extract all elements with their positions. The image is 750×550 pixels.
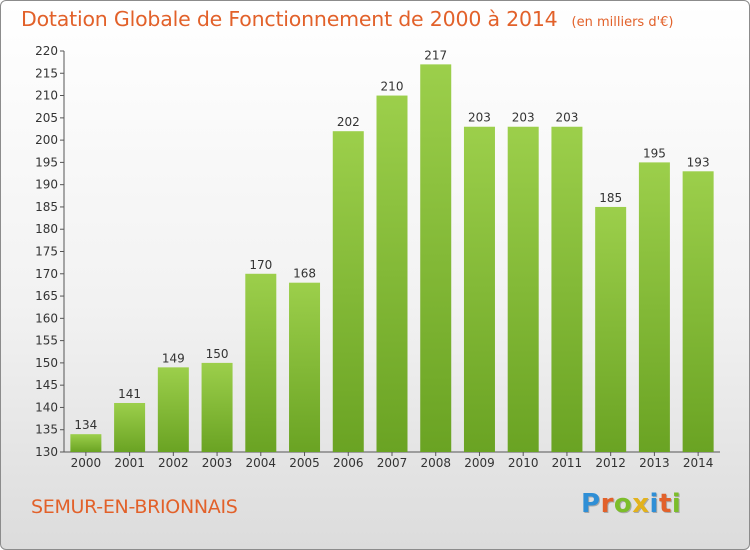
x-tick-label: 2008 bbox=[420, 456, 451, 470]
bar-value-label: 217 bbox=[424, 48, 447, 62]
y-tick-label: 220 bbox=[35, 44, 58, 58]
y-tick-label: 155 bbox=[35, 334, 58, 348]
bar bbox=[638, 162, 670, 452]
bar-value-label: 203 bbox=[555, 111, 578, 125]
x-tick-label: 2011 bbox=[552, 456, 583, 470]
y-tick-label: 175 bbox=[35, 245, 58, 259]
commune-name: SEMUR-EN-BRIONNAIS bbox=[31, 496, 238, 518]
proxiti-logo[interactable]: Proxiti bbox=[581, 489, 681, 519]
x-tick-label: 2001 bbox=[114, 456, 145, 470]
bar-value-label: 170 bbox=[249, 258, 272, 272]
y-tick-label: 180 bbox=[35, 222, 58, 236]
bar bbox=[289, 282, 321, 452]
bar bbox=[595, 206, 627, 452]
bar-value-label: 202 bbox=[337, 115, 360, 129]
bar-value-label: 195 bbox=[643, 146, 666, 160]
y-tick-label: 165 bbox=[35, 289, 58, 303]
y-tick-label: 170 bbox=[35, 267, 58, 281]
x-tick-label: 2005 bbox=[289, 456, 320, 470]
bar bbox=[682, 171, 714, 453]
chart-data-labels: 134 141 149 150 170 168 202 210 217 203 203 203 185 1… bbox=[74, 48, 709, 432]
x-tick-label: 2009 bbox=[464, 456, 495, 470]
y-tick-label: 205 bbox=[35, 111, 58, 125]
bar-value-label: 185 bbox=[599, 191, 622, 205]
x-tick-label: 2003 bbox=[202, 456, 233, 470]
y-tick-label: 140 bbox=[35, 400, 58, 414]
bar bbox=[114, 402, 146, 452]
logo-letter: o bbox=[613, 489, 633, 519]
y-tick-label: 135 bbox=[35, 423, 58, 437]
bar bbox=[201, 362, 233, 452]
x-tick-label: 2002 bbox=[158, 456, 189, 470]
bar-value-label: 193 bbox=[687, 155, 710, 169]
chart-bars bbox=[70, 64, 714, 453]
bar-value-label: 210 bbox=[381, 80, 404, 94]
bar bbox=[245, 273, 277, 452]
y-axis-tick-labels: 130 135 140 145 150 155 160 165 170 175 180 185 190 1… bbox=[35, 44, 58, 459]
logo-letter: P bbox=[581, 489, 601, 519]
bar bbox=[376, 95, 408, 453]
bar bbox=[70, 434, 102, 452]
x-tick-label: 2012 bbox=[595, 456, 626, 470]
bar-value-label: 203 bbox=[512, 111, 535, 125]
x-tick-label: 2004 bbox=[246, 456, 277, 470]
y-tick-label: 160 bbox=[35, 311, 58, 325]
y-tick-label: 200 bbox=[35, 133, 58, 147]
chart-title: Dotation Globale de Fonctionnement de 20… bbox=[21, 7, 674, 31]
y-tick-label: 215 bbox=[35, 66, 58, 80]
logo-letter: t bbox=[658, 489, 672, 519]
y-tick-label: 185 bbox=[35, 200, 58, 214]
x-tick-label: 2010 bbox=[508, 456, 539, 470]
x-tick-label: 2007 bbox=[377, 456, 408, 470]
bar-value-label: 141 bbox=[118, 387, 141, 401]
bar-value-label: 149 bbox=[162, 351, 185, 365]
logo-letter: i bbox=[671, 489, 682, 519]
y-tick-label: 150 bbox=[35, 356, 58, 370]
bar-value-label: 150 bbox=[206, 347, 229, 361]
logo-letter: i bbox=[649, 489, 659, 519]
y-tick-label: 145 bbox=[35, 378, 58, 392]
bar bbox=[420, 64, 452, 452]
bar bbox=[463, 126, 495, 452]
y-tick-label: 195 bbox=[35, 155, 58, 169]
x-axis-tick-labels: 2000 2001 2002 2003 2004 2005 2006 2007 2008 2009… bbox=[71, 456, 714, 470]
bar-value-label: 134 bbox=[74, 418, 97, 432]
bar-value-label: 168 bbox=[293, 267, 316, 281]
bar-value-label: 203 bbox=[468, 111, 491, 125]
logo-letter: r bbox=[600, 489, 614, 519]
chart-title-unit: (en milliers d'€) bbox=[571, 15, 674, 30]
y-tick-label: 190 bbox=[35, 178, 58, 192]
x-tick-label: 2014 bbox=[683, 456, 714, 470]
bar bbox=[507, 126, 539, 452]
y-tick-label: 130 bbox=[35, 445, 58, 459]
bar bbox=[157, 367, 189, 452]
bar bbox=[332, 131, 364, 452]
x-tick-label: 2006 bbox=[333, 456, 364, 470]
chart-title-main: Dotation Globale de Fonctionnement de 20… bbox=[21, 7, 558, 31]
bar bbox=[551, 126, 583, 452]
y-tick-label: 210 bbox=[35, 89, 58, 103]
x-tick-label: 2000 bbox=[71, 456, 102, 470]
x-tick-label: 2013 bbox=[639, 456, 670, 470]
logo-letter: x bbox=[632, 489, 650, 519]
